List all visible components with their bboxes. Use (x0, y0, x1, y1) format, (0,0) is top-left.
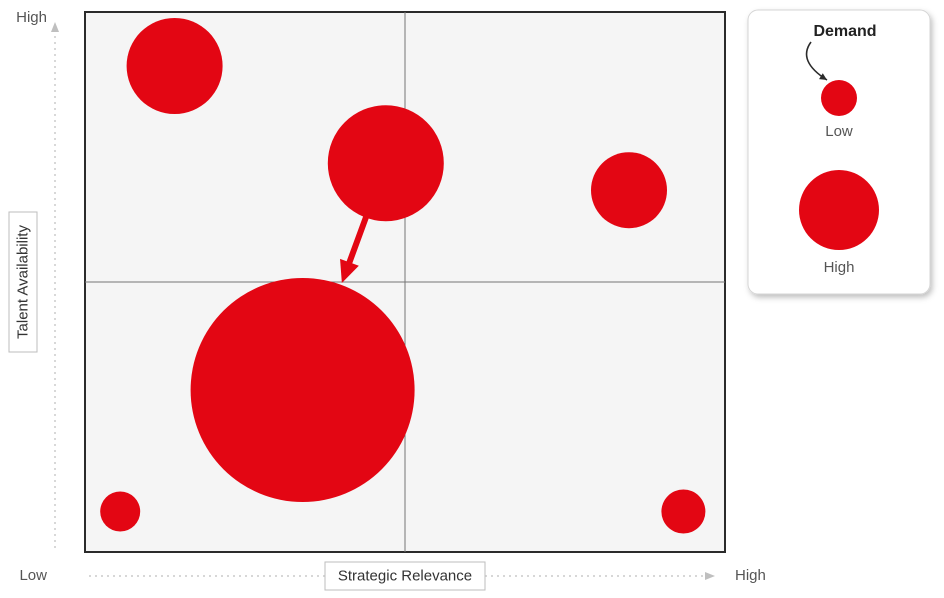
bubble-b3 (591, 152, 667, 228)
y-axis-low-label: Low (19, 567, 47, 584)
legend-bubble-high (799, 170, 879, 250)
x-axis-title: Strategic Relevance (338, 568, 472, 585)
x-axis-arrowhead-icon (705, 572, 715, 580)
bubble-b4 (191, 278, 415, 502)
legend: Demand Low High (748, 10, 930, 294)
legend-label-low: Low (825, 123, 853, 140)
legend-label-high: High (824, 259, 855, 276)
chart-svg: High Low High Talent Availability Strategic … (0, 0, 944, 598)
x-axis-high-label: High (735, 567, 766, 584)
bubble-b2 (328, 105, 444, 221)
legend-bubble-low (821, 80, 857, 116)
bubble-quadrant-chart: High Low High Talent Availability Strategic … (0, 0, 944, 598)
legend-box (748, 10, 930, 294)
y-axis-arrowhead-icon (51, 22, 59, 32)
y-axis-title: Talent Availability (9, 212, 37, 352)
bubble-b6 (661, 490, 705, 534)
y-axis-high-label: High (16, 9, 47, 26)
svg-text:Talent Availability: Talent Availability (15, 225, 32, 339)
legend-title: Demand (813, 23, 876, 40)
bubble-b5 (100, 492, 140, 532)
bubble-b1 (127, 18, 223, 114)
